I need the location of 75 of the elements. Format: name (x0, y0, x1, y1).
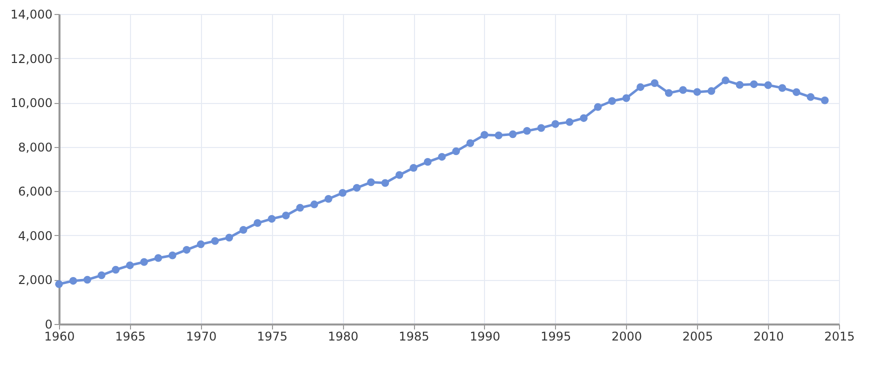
point (69, 276, 78, 285)
point (750, 80, 758, 88)
point (83, 276, 92, 284)
y-tick-label: 12,000 (10, 52, 52, 66)
point (282, 212, 290, 220)
point (551, 120, 560, 128)
point (296, 204, 304, 212)
point (352, 184, 361, 192)
x-tick-label: 2005 (682, 330, 713, 344)
point (324, 195, 332, 203)
point (211, 237, 219, 245)
point (225, 234, 234, 242)
point (452, 147, 460, 156)
point (722, 76, 730, 84)
point (820, 96, 829, 104)
x-tick-label: 1980 (328, 330, 358, 344)
point (154, 254, 162, 262)
point (580, 114, 588, 122)
point (466, 139, 474, 147)
point (608, 97, 616, 105)
point (254, 219, 262, 227)
point (594, 103, 602, 111)
point (508, 130, 517, 138)
point (98, 271, 106, 280)
point (196, 240, 205, 248)
point (664, 89, 673, 97)
point (806, 93, 815, 101)
point (126, 261, 134, 270)
x-tick-label: 2015 (824, 330, 855, 344)
x-tick-label: 1985 (398, 330, 430, 344)
point (410, 164, 418, 172)
x-tick-label: 1975 (256, 330, 288, 344)
y-tick-label: 10,000 (10, 96, 52, 110)
point (112, 266, 120, 274)
point (381, 179, 390, 187)
point (778, 84, 786, 92)
point (239, 226, 248, 234)
point (55, 280, 63, 288)
x-tick-label: 1960 (44, 330, 75, 344)
x-tick-label: 2010 (753, 330, 784, 344)
point (424, 158, 432, 166)
point (182, 246, 191, 254)
point (693, 88, 702, 96)
y-tick-label: 2,000 (18, 273, 52, 288)
point (679, 86, 687, 94)
point (395, 171, 404, 179)
y-tick-label: 14,000 (10, 8, 52, 22)
point (367, 178, 375, 186)
point (736, 80, 744, 89)
x-tick-label: 1995 (540, 330, 572, 344)
point (494, 131, 503, 140)
point (310, 200, 318, 208)
y-tick-label: 0 (44, 318, 52, 332)
point (622, 94, 630, 102)
point (523, 127, 531, 135)
point (438, 152, 446, 161)
point (764, 81, 772, 89)
x-tick-label: 1990 (470, 330, 500, 344)
point (566, 118, 574, 126)
point (707, 87, 716, 95)
y-tick-label: 8,000 (18, 140, 52, 154)
point (537, 124, 546, 132)
point (650, 79, 659, 87)
x-tick-label: 1965 (115, 330, 146, 344)
x-tick-label: 1970 (186, 330, 217, 344)
point (480, 131, 488, 139)
point (792, 88, 800, 96)
y-tick-label: 4,000 (18, 228, 52, 243)
point (636, 83, 644, 91)
point (268, 214, 276, 223)
point (140, 258, 148, 266)
point (168, 251, 176, 260)
point (338, 189, 347, 197)
x-tick-label: 2000 (612, 330, 642, 344)
y-tick-label: 6,000 (18, 184, 52, 199)
